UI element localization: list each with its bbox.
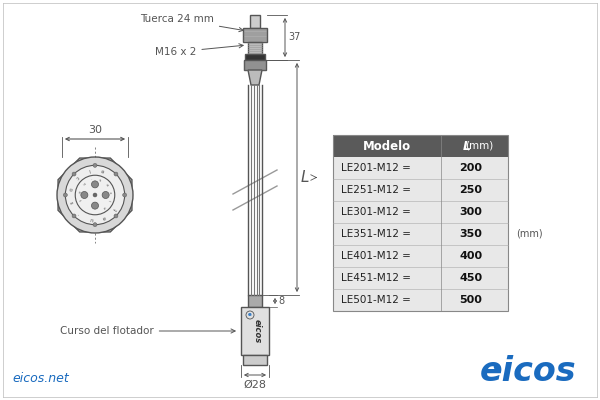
Text: n: n: [80, 180, 85, 185]
Text: e: e: [103, 206, 107, 211]
Circle shape: [93, 193, 97, 197]
Text: n: n: [89, 218, 93, 223]
Text: 8: 8: [278, 296, 284, 306]
Circle shape: [91, 181, 98, 188]
Circle shape: [114, 214, 118, 218]
Text: c: c: [110, 191, 114, 194]
Bar: [333, 135, 508, 311]
Text: o: o: [67, 187, 73, 191]
Bar: [333, 157, 508, 311]
Text: e: e: [101, 168, 105, 173]
Text: (mm): (mm): [466, 141, 494, 151]
Bar: [245, 54, 265, 60]
Text: 250: 250: [459, 185, 482, 195]
Circle shape: [91, 202, 98, 209]
Text: eicos: eicos: [253, 319, 262, 343]
Text: s: s: [98, 176, 102, 181]
Circle shape: [494, 364, 499, 370]
Text: 350: 350: [459, 229, 482, 239]
Circle shape: [65, 165, 125, 225]
Text: s: s: [68, 201, 73, 205]
Text: Ø28: Ø28: [244, 380, 266, 390]
Text: i: i: [109, 200, 113, 203]
Circle shape: [102, 192, 109, 198]
Text: i: i: [88, 167, 90, 172]
Bar: [244, 60, 266, 70]
Text: LE501-M12 =: LE501-M12 =: [341, 295, 414, 305]
Bar: [248, 295, 262, 307]
Text: Curso del flotador: Curso del flotador: [60, 326, 235, 336]
Text: 37: 37: [288, 32, 301, 42]
Text: Modelo: Modelo: [363, 140, 411, 152]
Circle shape: [64, 193, 67, 197]
Text: L: L: [463, 140, 470, 152]
Text: e: e: [103, 216, 107, 222]
Text: LE251-M12 =: LE251-M12 =: [341, 185, 414, 195]
Polygon shape: [248, 70, 262, 85]
Text: .: .: [90, 176, 92, 180]
Circle shape: [93, 163, 97, 167]
Circle shape: [57, 157, 133, 233]
Bar: [333, 135, 508, 157]
Bar: [248, 42, 262, 54]
Text: e: e: [76, 189, 80, 193]
Text: t: t: [77, 199, 81, 202]
Text: Tuerca 24 mm: Tuerca 24 mm: [140, 14, 243, 32]
Text: (mm): (mm): [516, 229, 542, 239]
Circle shape: [93, 223, 97, 227]
Text: LE351-M12 =: LE351-M12 =: [341, 229, 414, 239]
Circle shape: [75, 175, 115, 215]
Text: 30: 30: [88, 125, 102, 135]
Circle shape: [114, 172, 118, 176]
Text: 450: 450: [459, 273, 482, 283]
Text: c: c: [74, 174, 79, 180]
Circle shape: [72, 172, 76, 176]
Text: M16 x 2: M16 x 2: [155, 44, 243, 57]
Text: o: o: [106, 182, 110, 186]
Bar: [250, 15, 260, 28]
Text: LE401-M12 =: LE401-M12 =: [341, 251, 414, 261]
Text: t: t: [113, 208, 119, 212]
Polygon shape: [58, 158, 132, 232]
Text: eicos.net: eicos.net: [12, 372, 69, 385]
Text: eicos: eicos: [480, 355, 577, 388]
Text: LE301-M12 =: LE301-M12 =: [341, 207, 414, 217]
FancyBboxPatch shape: [243, 28, 267, 42]
Text: e: e: [248, 312, 252, 318]
Bar: [241, 307, 269, 355]
Text: 300: 300: [459, 207, 482, 217]
Text: .: .: [76, 212, 80, 217]
Text: LE201-M12 =: LE201-M12 =: [341, 163, 414, 173]
Circle shape: [122, 193, 127, 197]
Text: 500: 500: [459, 295, 482, 305]
Text: 200: 200: [459, 163, 482, 173]
Circle shape: [81, 192, 88, 198]
Text: LE451-M12 =: LE451-M12 =: [341, 273, 414, 283]
Circle shape: [72, 214, 76, 218]
Bar: [243, 355, 267, 365]
Text: 400: 400: [459, 251, 482, 261]
Text: L: L: [301, 170, 310, 185]
